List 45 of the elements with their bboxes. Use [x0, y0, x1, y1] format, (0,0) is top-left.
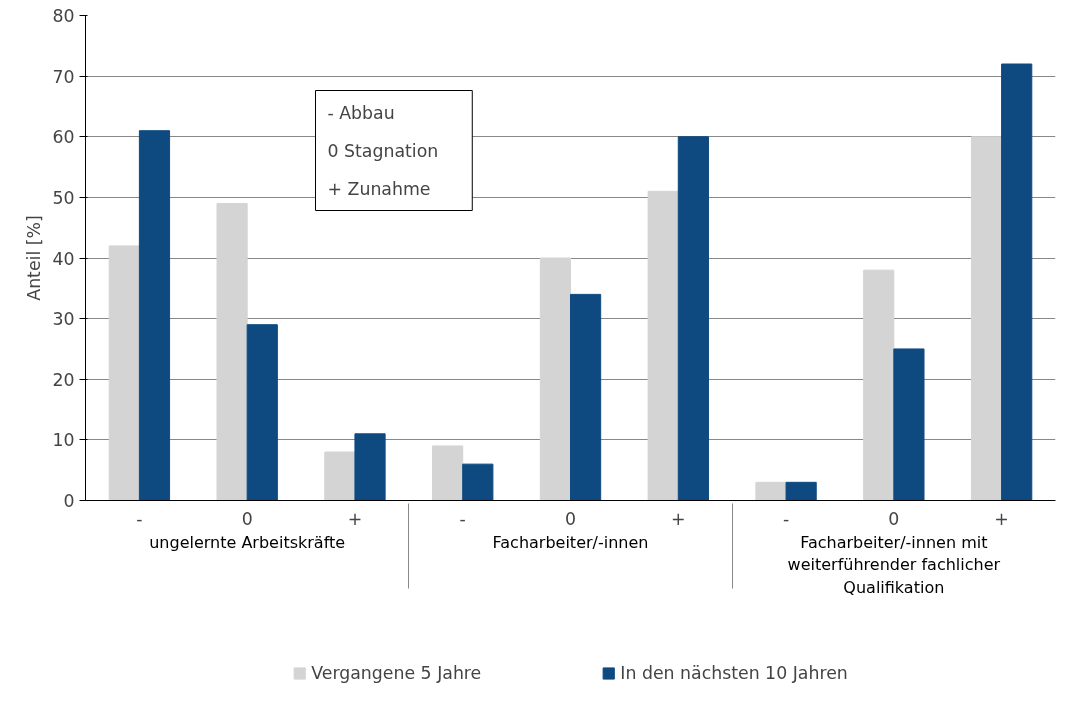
bar: [462, 463, 494, 501]
bar: [755, 481, 787, 501]
x-tick-label: -: [136, 508, 143, 529]
legend-label: In den nächsten 10 Jahren: [620, 662, 848, 683]
text: ungelernte Arbeitskräfte: [149, 532, 346, 552]
annotation: - Abbau: [327, 102, 395, 123]
bar: [647, 190, 679, 501]
y-tick-label: 0: [63, 491, 75, 511]
y-tick-label: 50: [52, 187, 75, 208]
x-tick-label: -: [459, 508, 466, 529]
x-tick-label: +: [347, 508, 363, 529]
bar: [432, 445, 464, 501]
y-tick-label: 30: [52, 309, 75, 330]
x-tick-label: +: [671, 508, 686, 529]
y-tick-label: 80: [52, 6, 75, 26]
y-tick-label: 40: [52, 248, 75, 269]
bar: [354, 433, 386, 501]
bar: [138, 130, 171, 501]
annotation: 0 Stagnation: [327, 140, 439, 161]
bar: [970, 136, 1003, 501]
text: Facharbeiter/-innen mit weiterführender fachlicher Qualifikation: [787, 532, 1001, 598]
bar: [677, 136, 709, 501]
x-tick-label: +: [994, 508, 1009, 529]
annotation: + Zunahme: [327, 178, 431, 199]
bar: [246, 324, 278, 501]
y-tick-label: 70: [52, 66, 75, 87]
bar: [785, 481, 817, 501]
x-tick-label: -: [782, 508, 790, 529]
bar: [216, 202, 248, 501]
bar: [539, 257, 571, 501]
bar: [108, 245, 140, 501]
bar: [570, 293, 602, 501]
bar: [863, 269, 895, 501]
x-tick-label: 0: [241, 508, 253, 529]
x-tick-label: 0: [564, 508, 577, 529]
text: Facharbeiter/-innen: [492, 532, 649, 552]
bar: [893, 348, 925, 501]
y-tick-label: 60: [52, 127, 75, 148]
y-tick-label: 10: [52, 430, 75, 451]
y-tick-label: 20: [52, 369, 75, 390]
bar: [1001, 63, 1033, 501]
y-axis-title: Anteil [%]: [24, 215, 45, 301]
legend-label: Vergangene 5 Jahre: [311, 662, 482, 683]
x-tick-label: 0: [888, 508, 900, 529]
bar: [324, 451, 356, 501]
